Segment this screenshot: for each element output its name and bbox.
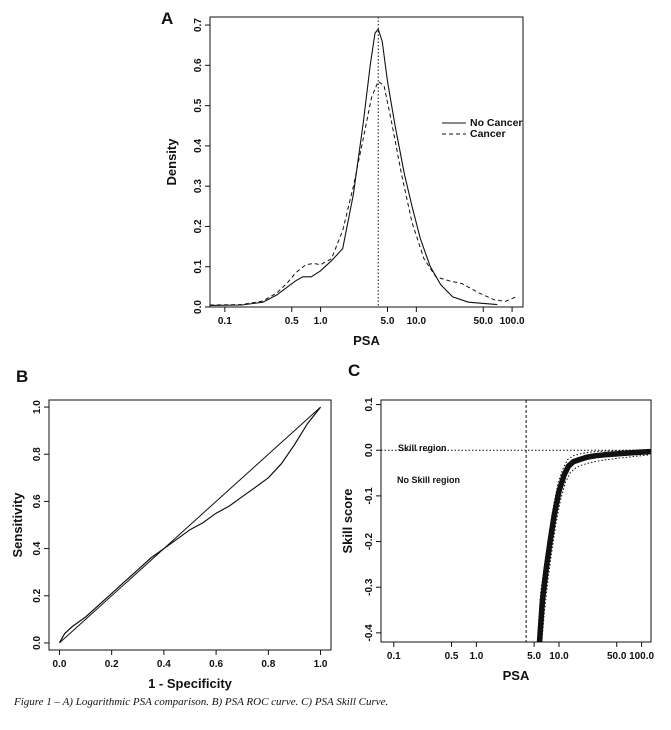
panel-a-y-tick-label: 0.6 (193, 58, 204, 72)
panel-c-x-tick-label: 10.0 (549, 651, 569, 662)
panel-c-y-tick-label: -0.1 (364, 487, 375, 505)
panel-c-y-tick-label: -0.2 (364, 532, 375, 550)
panel-a-x-tick-label: 0.1 (218, 316, 232, 327)
panel-b-x-axis-title: 1 - Specificity (148, 676, 233, 691)
panel-c-series-lower-bound (541, 454, 650, 642)
panel-c-y-tick-label: 0.1 (364, 397, 375, 411)
legend-label-cancer: Cancer (470, 128, 506, 140)
panel-c-y-tick-label: -0.3 (364, 578, 375, 596)
panel-c-y-tick-label: 0.0 (364, 443, 375, 457)
panel-a-plot-frame (209, 16, 524, 308)
panel-a-x-tick-label: 0.5 (285, 316, 299, 327)
panel-a-y-tick-label: 0.3 (193, 179, 204, 193)
panel-b-x-tick-label: 0.8 (261, 659, 275, 670)
panel-b-y-tick-label: 1.0 (32, 400, 43, 414)
panel-c-skill-plot: 0.1 0.5 1.0 5.0 10.0 50.0 100.0 -0.4 -0.3 -0.2 -0.… (340, 397, 655, 683)
panel-c-y-axis-title: Skill score (340, 488, 355, 553)
panel-a-x-tick-label: 100.0 (500, 316, 525, 327)
panel-a-x-tick-label: 5.0 (381, 316, 395, 327)
panel-b-plot-frame (48, 399, 332, 651)
panel-letter-c: C (348, 361, 360, 380)
panel-c-x-tick-label: 0.1 (387, 651, 401, 662)
panel-b-x-tick-label: 0.0 (52, 659, 66, 670)
panel-a-y-tick-label: 0.7 (193, 18, 204, 32)
panel-c-x-tick-label: 50.0 (607, 651, 627, 662)
panel-b-diagonal-reference-line (59, 406, 321, 644)
panel-b-y-tick-label: 0.6 (32, 494, 43, 508)
panel-a-series-no-cancer (209, 27, 498, 306)
panel-b-y-tick-label: 0.2 (32, 588, 43, 602)
panel-b-y-tick-label: 0.0 (32, 636, 43, 650)
panel-a-y-tick-label: 0.1 (193, 259, 204, 273)
panel-a-density-plot: 0.1 0.5 1.0 5.0 10.0 50.0 100.0 0.0 0.1 0.2 0.3 0.4… (164, 16, 525, 348)
panel-b-y-axis-title: Sensitivity (10, 492, 25, 558)
figure-caption: Figure 1 – A) Logarithmic PSA comparison… (14, 696, 389, 708)
panel-c-x-tick-label: 100.0 (629, 651, 654, 662)
panel-a-x-tick-label: 10.0 (407, 316, 427, 327)
panel-c-series-upper-bound (537, 449, 650, 642)
panel-a-series-cancer (209, 80, 517, 306)
annotation-no-skill-region: No Skill region (397, 475, 460, 485)
panel-b-roc-plot: 0.0 0.2 0.4 0.6 0.8 1.0 0.0 0.2 0.4 0.6 0.8 1.0 1 - … (10, 399, 332, 691)
panel-c-x-axis-title: PSA (503, 668, 530, 683)
panel-b-roc-curve (58, 406, 322, 644)
panel-a-x-tick-label: 1.0 (314, 316, 328, 327)
annotation-skill-region: Skill region (398, 443, 447, 453)
panel-a-x-axis-title: PSA (353, 333, 380, 348)
panel-b-y-tick-label: 0.4 (32, 541, 43, 555)
panel-c-plot-frame (380, 399, 652, 643)
panel-c-y-tick-label: -0.4 (364, 624, 375, 642)
panel-a-x-tick-label: 50.0 (474, 316, 494, 327)
panel-c-x-tick-label: 1.0 (469, 651, 483, 662)
panel-a-y-tick-label: 0.4 (193, 139, 204, 153)
panel-a-y-tick-label: 0.0 (193, 300, 204, 314)
panel-b-x-tick-label: 0.4 (157, 659, 171, 670)
panel-a-y-tick-label: 0.5 (193, 98, 204, 112)
legend-label-no-cancer: No Cancer (470, 117, 523, 129)
panel-letter-a: A (161, 9, 173, 28)
legend-panel-a: No Cancer Cancer (442, 117, 523, 140)
panel-b-x-tick-label: 0.6 (209, 659, 223, 670)
panel-b-x-tick-label: 0.2 (105, 659, 119, 670)
panel-c-x-tick-label: 0.5 (445, 651, 459, 662)
panel-a-y-tick-label: 0.2 (193, 219, 204, 233)
panel-c-series-skill-score (536, 448, 651, 642)
panel-c-x-tick-label: 5.0 (527, 651, 541, 662)
panel-b-x-tick-label: 1.0 (314, 659, 328, 670)
panel-b-y-tick-label: 0.8 (32, 447, 43, 461)
panel-a-y-axis-title: Density (164, 138, 179, 186)
panel-letter-b: B (16, 367, 28, 386)
